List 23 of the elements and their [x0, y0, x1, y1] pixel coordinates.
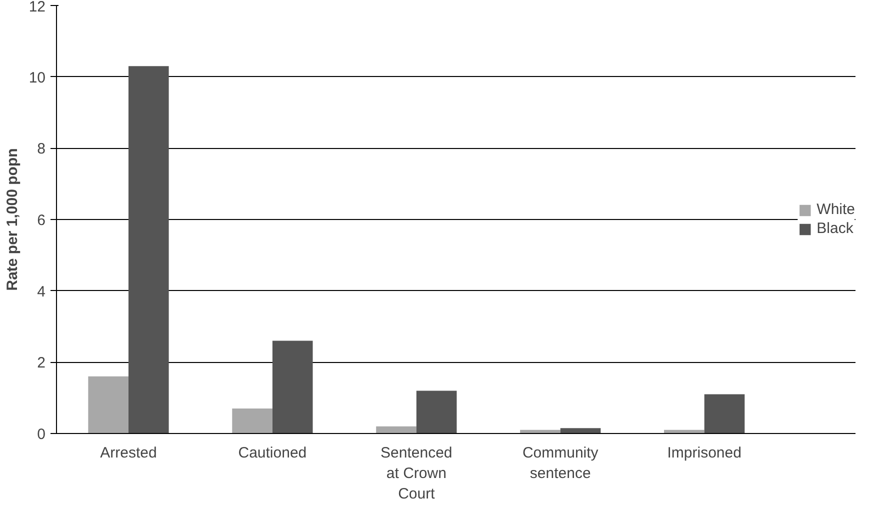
bar — [376, 426, 416, 434]
bar — [704, 394, 745, 434]
y-tick-label: 8 — [37, 140, 46, 158]
bar — [232, 408, 272, 434]
y-tick-label: 4 — [37, 283, 46, 300]
legend-label: Black — [816, 220, 854, 237]
x-tick-label: Arrested — [100, 444, 157, 462]
x-tick-label: Cautioned — [238, 444, 307, 462]
legend-label: White — [816, 201, 855, 218]
y-tick-label: 10 — [28, 69, 46, 86]
bar — [560, 428, 601, 434]
y-tick-label: 2 — [37, 354, 46, 372]
y-tick-label: 6 — [37, 212, 46, 229]
y-tick-label: 0 — [37, 426, 46, 443]
x-tick-label: Community sentence — [522, 444, 599, 482]
y-tick-label: 12 — [28, 0, 46, 16]
bar — [416, 390, 457, 434]
x-tick-label: Sentenced at Crown Court — [380, 444, 452, 502]
bar — [272, 340, 313, 434]
y-axis-title: Rate per 1,000 popn — [4, 148, 21, 291]
bar — [128, 66, 169, 434]
bar — [88, 376, 128, 434]
x-tick-label: Imprisoned — [667, 444, 742, 462]
